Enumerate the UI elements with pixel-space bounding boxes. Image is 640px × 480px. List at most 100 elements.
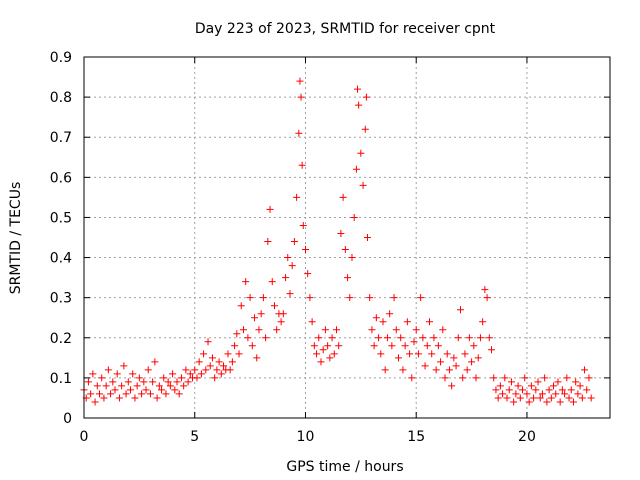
data-point — [370, 342, 378, 350]
data-point — [574, 390, 582, 398]
data-point — [335, 342, 343, 350]
data-point — [514, 382, 522, 390]
x-tick-label: 10 — [297, 429, 315, 445]
data-point — [184, 378, 192, 386]
data-point — [270, 302, 278, 310]
data-point — [166, 382, 174, 390]
data-point — [523, 390, 531, 398]
data-point — [421, 362, 429, 370]
data-point — [534, 378, 542, 386]
data-point — [286, 290, 294, 298]
data-point — [432, 366, 440, 374]
data-point — [372, 314, 380, 322]
data-point — [248, 342, 256, 350]
data-point — [359, 181, 367, 189]
data-point — [279, 310, 287, 318]
data-point — [403, 318, 411, 326]
data-point — [220, 362, 228, 370]
data-point — [348, 254, 356, 262]
data-point — [317, 358, 325, 366]
data-point — [146, 390, 154, 398]
data-point — [257, 310, 265, 318]
y-tick-label: 0.7 — [50, 130, 72, 146]
x-tick-label: 5 — [190, 429, 199, 445]
data-point — [129, 370, 137, 378]
data-point — [107, 390, 115, 398]
data-point — [142, 386, 150, 394]
data-point — [483, 294, 491, 302]
data-point — [425, 318, 433, 326]
x-axis-title: GPS time / hours — [286, 459, 403, 475]
data-point — [578, 394, 586, 402]
data-point — [490, 374, 498, 382]
data-point — [341, 246, 349, 254]
data-point — [585, 374, 593, 382]
data-point — [104, 366, 112, 374]
data-point — [339, 193, 347, 201]
data-point — [346, 294, 354, 302]
data-point — [412, 326, 420, 334]
data-point — [293, 193, 301, 201]
data-point — [298, 161, 306, 169]
data-point — [392, 326, 400, 334]
axis-ticks: 0 0.1 0.2 0.3 0.4 0.5 0.6 0.7 0.8 0.9 0 5 10 15 20 — [50, 50, 610, 445]
data-point — [206, 362, 214, 370]
data-point — [547, 394, 555, 402]
data-point — [310, 342, 318, 350]
data-point — [507, 378, 515, 386]
data-point — [158, 386, 166, 394]
data-point — [169, 370, 177, 378]
data-point — [315, 334, 323, 342]
data-point — [448, 382, 456, 390]
data-point — [133, 382, 141, 390]
data-point — [550, 382, 558, 390]
data-point — [297, 93, 305, 101]
data-point — [313, 350, 321, 358]
data-point — [406, 350, 414, 358]
data-point — [454, 334, 462, 342]
data-point — [326, 354, 334, 362]
data-point — [368, 326, 376, 334]
data-point — [96, 390, 104, 398]
data-point — [244, 334, 252, 342]
data-point — [255, 326, 263, 334]
data-point — [131, 394, 139, 402]
plot-frame — [83, 56, 611, 419]
data-point — [102, 382, 110, 390]
data-point — [113, 370, 121, 378]
data-point — [290, 238, 298, 246]
data-point — [262, 334, 270, 342]
data-point — [459, 374, 467, 382]
data-point — [503, 394, 511, 402]
data-point — [452, 362, 460, 370]
data-point — [576, 382, 584, 390]
data-point — [87, 390, 95, 398]
data-point — [357, 149, 365, 157]
data-point — [441, 374, 449, 382]
data-point — [461, 350, 469, 358]
data-point — [587, 394, 595, 402]
data-point — [527, 382, 535, 390]
data-point — [197, 370, 205, 378]
data-point — [390, 294, 398, 302]
data-point — [554, 378, 562, 386]
data-point — [233, 330, 241, 338]
data-point — [337, 229, 345, 237]
data-point — [140, 378, 148, 386]
data-point — [583, 386, 591, 394]
data-point — [465, 334, 473, 342]
data-point — [463, 366, 471, 374]
data-point — [266, 205, 274, 213]
data-point — [488, 346, 496, 354]
data-point — [565, 394, 573, 402]
data-point — [328, 334, 336, 342]
data-point — [344, 274, 352, 282]
data-point — [569, 398, 577, 406]
data-point — [532, 386, 540, 394]
data-point — [481, 286, 489, 294]
data-point — [91, 398, 99, 406]
data-point — [383, 334, 391, 342]
data-point — [173, 378, 181, 386]
data-point — [496, 382, 504, 390]
data-point — [127, 386, 135, 394]
